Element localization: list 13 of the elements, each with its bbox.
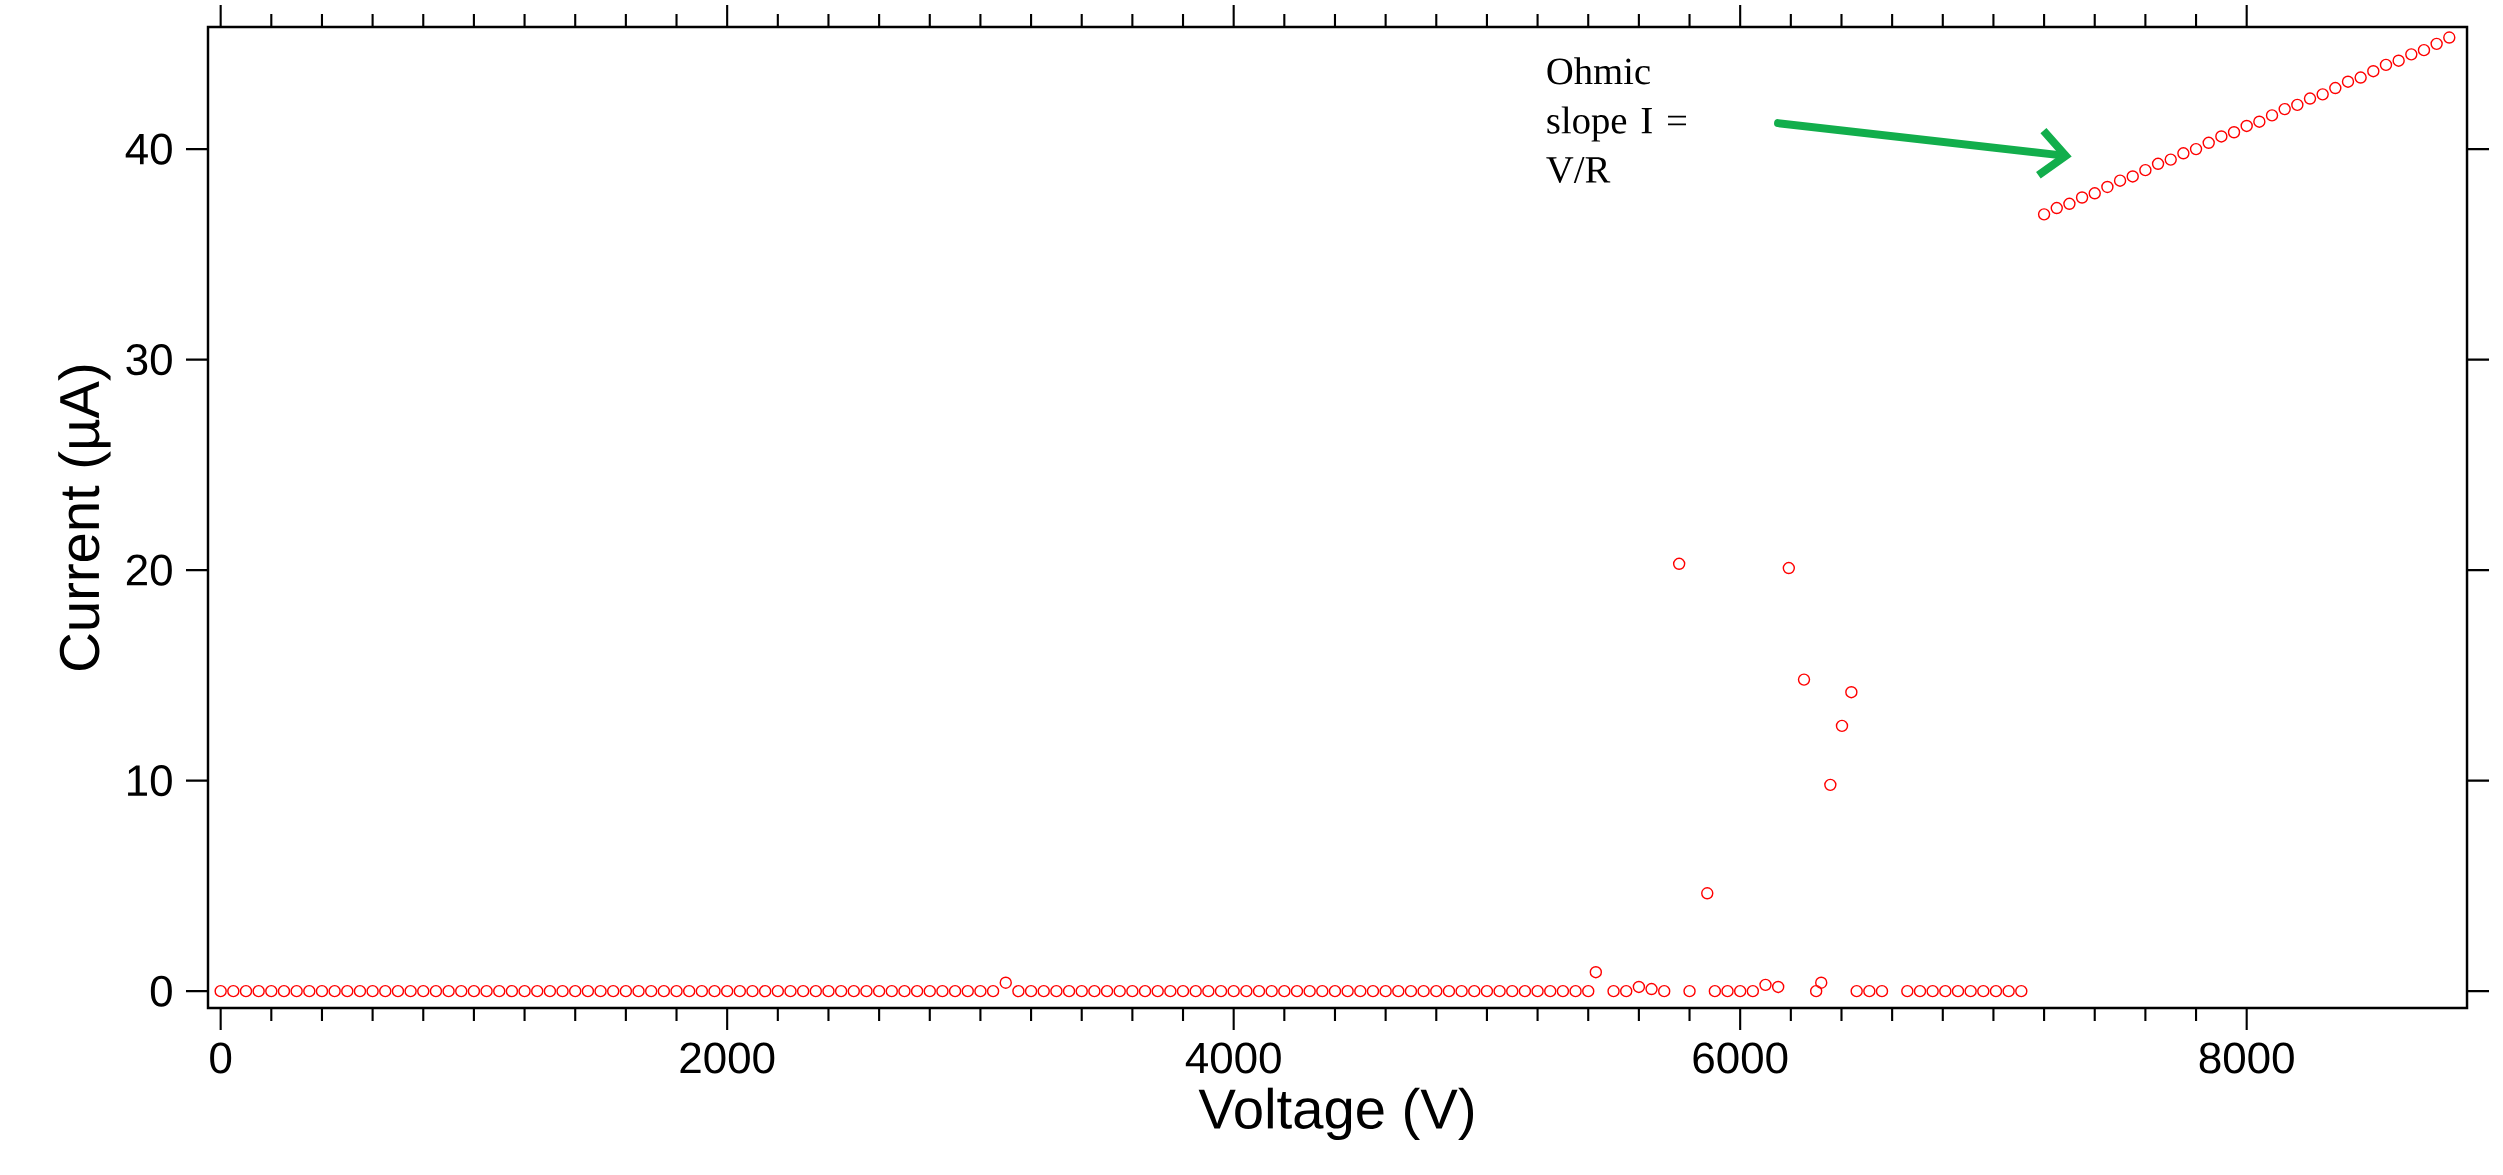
y-axis-title: Current (µA)	[58, 365, 111, 670]
y-tick-label: 30	[126, 344, 172, 376]
y-tick-label: 0	[150, 975, 172, 1007]
y-tick-label: 10	[128, 765, 172, 797]
y-tick-label: 40	[125, 133, 172, 165]
x-tick-label: 2000	[680, 1042, 775, 1074]
x-axis-title: Voltage (V)	[1198, 1087, 1474, 1141]
x-tick-label: 0	[210, 1042, 232, 1074]
y-tick-label: 20	[126, 554, 172, 586]
x-tick-label: 6000	[1693, 1042, 1788, 1074]
annotation: Ohmic slope I = V/R	[1546, 57, 1686, 184]
x-tick-label: 4000	[1185, 1042, 1281, 1074]
x-tick-label: 8000	[2199, 1042, 2294, 1074]
